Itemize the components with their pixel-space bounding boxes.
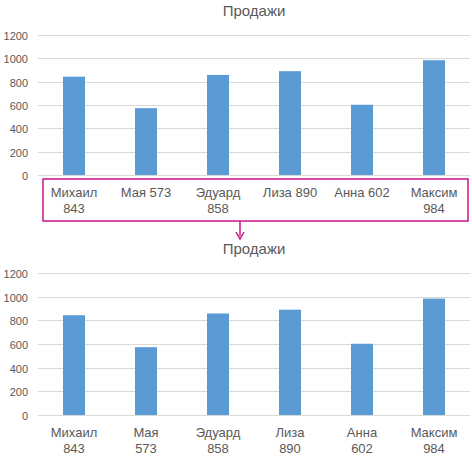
x-tick-label: Максим984 xyxy=(411,425,458,456)
y-tick-label: 1200 xyxy=(4,30,28,42)
y-tick-label: 400 xyxy=(10,123,28,135)
grid-line xyxy=(38,391,470,392)
grid-line xyxy=(38,175,470,176)
label-line: 602 xyxy=(351,441,373,456)
label-line: Анна 602 xyxy=(334,185,390,200)
chart: Продажи 0 200 400 600 800 1000 1200 Михаил843 Мая… xyxy=(4,2,470,216)
grid-line xyxy=(38,152,470,153)
y-tick-label: 600 xyxy=(10,100,28,112)
bar xyxy=(63,77,85,175)
label-line: 843 xyxy=(63,441,85,456)
chart: Продажи 0 200 400 600 800 1000 1200 Михаил843 Мая… xyxy=(4,240,470,456)
grid-line xyxy=(38,128,470,129)
y-tick-label: 400 xyxy=(10,363,28,375)
bar xyxy=(351,105,373,175)
label-line: 843 xyxy=(63,201,85,216)
y-tick-label: 1000 xyxy=(4,53,28,65)
y-tick-label: 0 xyxy=(22,410,28,422)
bar xyxy=(135,347,157,415)
label-line: Лиза 890 xyxy=(263,185,317,200)
y-tick-label: 1000 xyxy=(4,292,28,304)
chart-title: Продажи xyxy=(223,2,286,19)
label-line: 984 xyxy=(423,201,445,216)
label-line: Эдуард xyxy=(196,425,241,440)
grid-line xyxy=(38,415,470,416)
y-tick-label: 1200 xyxy=(4,268,28,280)
y-tick-label: 200 xyxy=(10,386,28,398)
bar xyxy=(207,313,229,415)
grid-line xyxy=(38,344,470,345)
bar xyxy=(63,315,85,415)
figure: Продажи020040060080010001200Михаил843Мая… xyxy=(0,0,472,464)
x-tick-label: Максим984 xyxy=(411,185,458,216)
label-line: 858 xyxy=(207,441,229,456)
grid-line xyxy=(38,368,470,369)
x-tick-label: Анна 602 xyxy=(334,185,390,200)
x-tick-label: Эдуард858 xyxy=(196,185,241,216)
x-tick-label: Анна602 xyxy=(347,425,378,456)
bar xyxy=(135,108,157,175)
bar xyxy=(207,75,229,175)
label-line: 984 xyxy=(423,441,445,456)
y-tick-label: 200 xyxy=(10,147,28,159)
y-tick-label: 0 xyxy=(22,170,28,182)
bar xyxy=(351,344,373,415)
grid-line xyxy=(38,35,470,36)
x-tick-label: Лиза 890 xyxy=(263,185,317,200)
label-line: Лиза xyxy=(276,425,306,440)
label-line: Анна xyxy=(347,425,378,440)
grid-line xyxy=(38,297,470,298)
label-line: Максим xyxy=(411,425,458,440)
label-line: Эдуард xyxy=(196,185,241,200)
label-line: Михаил xyxy=(51,185,98,200)
bar xyxy=(423,299,445,415)
grid-line xyxy=(38,320,470,321)
bars xyxy=(63,299,445,415)
arrow-head xyxy=(236,232,244,239)
bars xyxy=(63,60,445,175)
x-tick-label: Михаил843 xyxy=(51,185,98,216)
bar xyxy=(279,71,301,175)
x-tick-label: Михаил843 xyxy=(51,425,98,456)
label-line: 858 xyxy=(207,201,229,216)
grid-line xyxy=(38,105,470,106)
label-line: Михаил xyxy=(51,425,98,440)
label-line: Максим xyxy=(411,185,458,200)
label-line: 890 xyxy=(279,441,301,456)
arrow-shaft xyxy=(239,221,241,236)
bar xyxy=(279,310,301,415)
bar xyxy=(423,60,445,175)
y-tick-label: 600 xyxy=(10,339,28,351)
x-tick-label: Мая573 xyxy=(133,425,158,456)
x-tick-label: Мая 573 xyxy=(121,185,172,200)
label-line: Мая xyxy=(133,425,158,440)
chart-title: Продажи xyxy=(223,240,286,257)
y-tick-label: 800 xyxy=(10,315,28,327)
x-tick-label: Лиза890 xyxy=(276,425,306,456)
grid-line xyxy=(38,273,470,274)
label-line: Мая 573 xyxy=(121,185,172,200)
y-tick-label: 800 xyxy=(10,77,28,89)
x-tick-label: Эдуард858 xyxy=(196,425,241,456)
highlight-frame xyxy=(43,179,468,221)
grid-line xyxy=(38,58,470,59)
label-line: 573 xyxy=(135,441,157,456)
grid-line xyxy=(38,82,470,83)
